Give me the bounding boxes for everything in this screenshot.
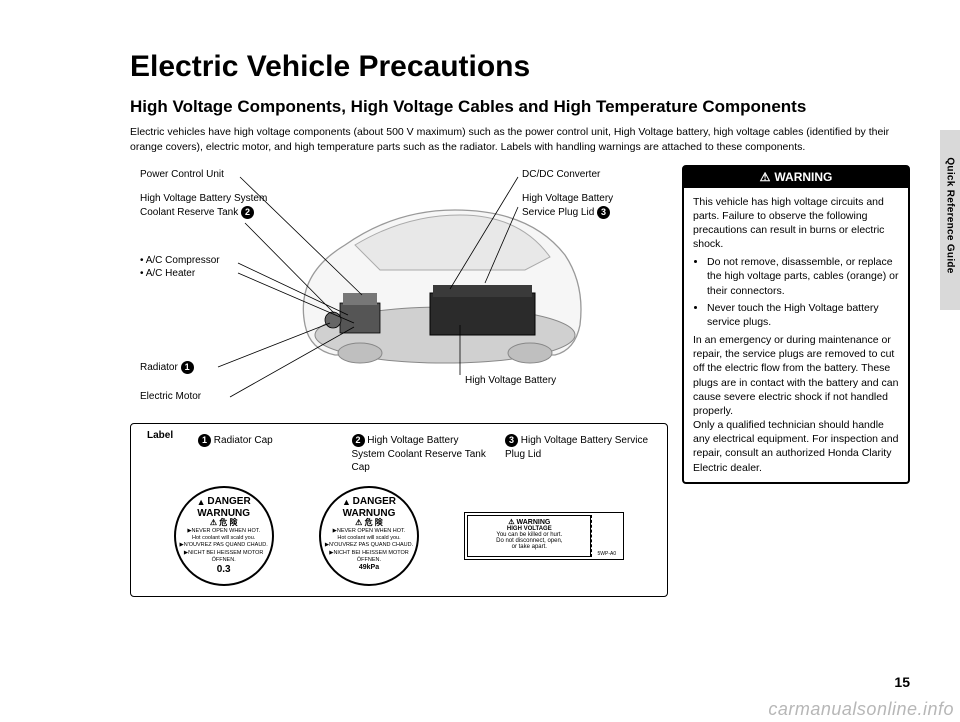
pressure-value: 49kPa — [321, 564, 417, 572]
warning-paragraph: Only a qualified technician should handl… — [693, 418, 899, 475]
label-graphics-row: ▲ DANGER WARNUNG ⚠ 危 険 ▶NEVER OPEN WHEN … — [131, 486, 667, 586]
danger-label-2: ▲ DANGER WARNUNG ⚠ 危 険 ▶NEVER OPEN WHEN … — [319, 486, 419, 586]
cjk-text: ⚠ 危 険 — [355, 518, 383, 527]
label-item-title: Radiator Cap — [214, 436, 273, 447]
label-item-title: High Voltage Battery Service Plug Lid — [505, 436, 648, 460]
warn-line: ▶NEVER OPEN WHEN HOT. — [176, 528, 272, 534]
badge-1-icon: 1 — [181, 361, 194, 374]
callout-text: Power Control Unit — [140, 169, 224, 180]
callout-coolant-tank: High Voltage Battery System Coolant Rese… — [140, 193, 275, 219]
warn-line: Hot coolant will scald you. — [176, 535, 272, 541]
hv-warning-inner: ⚠ WARNING HIGH VOLTAGE You can be killed… — [467, 515, 591, 557]
warn-line: ▶NICHT BEI HEISSEM MOTOR — [176, 550, 272, 556]
callout-ac: • A/C Compressor • A/C Heater — [140, 255, 220, 280]
warning-bullet: Do not remove, disassemble, or replace t… — [707, 255, 899, 298]
callout-service-plug: High Voltage Battery Service Plug Lid 3 — [522, 193, 642, 219]
warning-bullet: Never touch the High Voltage battery ser… — [707, 301, 899, 329]
warn-line: ▶N'OUVREZ PAS QUAND CHAUD. — [321, 542, 417, 548]
diagram-column: Power Control Unit High Voltage Battery … — [130, 165, 668, 597]
callout-dcdc: DC/DC Converter — [522, 169, 600, 182]
label-header: Label — [147, 430, 173, 441]
triangle-icon: ▲ — [197, 498, 206, 508]
hv-side-code: 5WP-A0 — [591, 515, 621, 557]
warning-header: WARNING — [684, 167, 908, 187]
label-item: 2 High Voltage Battery System Coolant Re… — [352, 434, 488, 473]
callout-text: • A/C Heater — [140, 268, 220, 281]
danger-text: DANGER — [207, 496, 250, 507]
danger-text: DANGER — [353, 496, 396, 507]
badge-3-icon: 3 — [597, 206, 610, 219]
page-subtitle: High Voltage Components, High Voltage Ca… — [130, 96, 910, 119]
callout-text: High Voltage Battery — [465, 375, 556, 386]
triangle-icon: ▲ — [342, 498, 351, 508]
label-item-title: High Voltage Battery System Coolant Rese… — [352, 436, 486, 473]
warn-line: ▶NICHT BEI HEISSEM MOTOR — [321, 550, 417, 556]
watermark: carmanualsonline.info — [768, 699, 954, 720]
warn-line: ÖFFNEN. — [176, 557, 272, 563]
main-row: Power Control Unit High Voltage Battery … — [130, 165, 910, 597]
page-title: Electric Vehicle Precautions — [130, 50, 910, 84]
label-row: 1 Radiator Cap 2 High Voltage Battery Sy… — [198, 434, 655, 473]
label-section: Label 1 Radiator Cap 2 High Voltage Batt… — [130, 423, 668, 597]
cjk-text: ⚠ 危 険 — [210, 518, 238, 527]
callout-motor: Electric Motor — [140, 391, 201, 404]
callout-radiator: Radiator 1 — [140, 361, 194, 375]
label-item: 1 Radiator Cap — [198, 434, 334, 473]
vehicle-diagram: Power Control Unit High Voltage Battery … — [130, 165, 668, 415]
danger-label-1: ▲ DANGER WARNUNG ⚠ 危 険 ▶NEVER OPEN WHEN … — [174, 486, 274, 586]
manual-page: Quick Reference Guide Electric Vehicle P… — [0, 0, 960, 722]
side-tab-label: Quick Reference Guide — [944, 157, 955, 273]
badge-1-icon: 1 — [198, 434, 211, 447]
badge-2-icon: 2 — [241, 206, 254, 219]
hv-warning-label: ⚠ WARNING HIGH VOLTAGE You can be killed… — [464, 512, 624, 560]
warning-box: WARNING This vehicle has high voltage ci… — [682, 165, 910, 483]
warn-line: ▶NEVER OPEN WHEN HOT. — [321, 528, 417, 534]
hv-header: ⚠ WARNING — [470, 518, 588, 526]
badge-3-icon: 3 — [505, 434, 518, 447]
hv-line: or take apart. — [470, 544, 588, 550]
intro-paragraph: Electric vehicles have high voltage comp… — [130, 125, 910, 155]
callout-text: Radiator — [140, 363, 178, 374]
badge-2-icon: 2 — [352, 434, 365, 447]
warning-paragraph: This vehicle has high voltage circuits a… — [693, 195, 899, 252]
page-number: 15 — [894, 674, 910, 690]
pressure-value: 0.3 — [176, 564, 272, 575]
warn-line: Hot coolant will scald you. — [321, 535, 417, 541]
callout-hv-battery: High Voltage Battery — [465, 375, 556, 388]
warn-line: ▶N'OUVREZ PAS QUAND CHAUD. — [176, 542, 272, 548]
warning-paragraph: In an emergency or during maintenance or… — [693, 333, 899, 418]
warning-body: This vehicle has high voltage circuits a… — [684, 188, 908, 482]
warning-column: WARNING This vehicle has high voltage ci… — [682, 165, 910, 597]
warn-line: ÖFFNEN. — [321, 557, 417, 563]
warning-list: Do not remove, disassemble, or replace t… — [707, 255, 899, 329]
label-item: 3 High Voltage Battery Service Plug Lid — [505, 434, 655, 473]
callout-text: DC/DC Converter — [522, 169, 600, 180]
callout-pcu: Power Control Unit — [140, 169, 224, 182]
callout-text: • A/C Compressor — [140, 255, 220, 268]
callout-text: Electric Motor — [140, 391, 201, 402]
